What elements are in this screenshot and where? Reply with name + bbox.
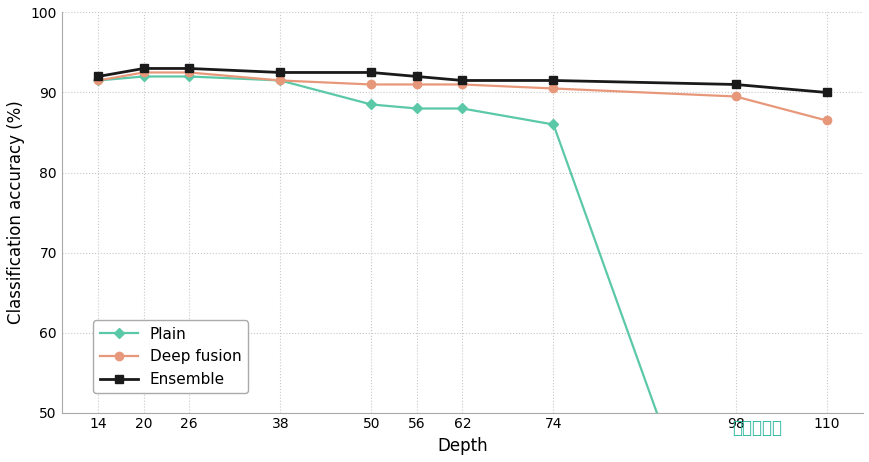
Deep fusion [411,82,421,87]
Y-axis label: Classification accuracy (%): Classification accuracy (%) [7,101,25,324]
Plain [366,102,376,107]
Ensemble [366,70,376,75]
Deep fusion [729,94,740,99]
Deep fusion [275,78,285,83]
Deep fusion [138,70,149,75]
Plain [275,78,285,83]
X-axis label: Depth: Depth [436,437,488,455]
Ensemble [547,78,558,83]
Ensemble [275,70,285,75]
Line: Deep fusion: Deep fusion [94,68,830,125]
Deep fusion [183,70,194,75]
Plain [456,106,467,111]
Ensemble [729,82,740,87]
Ensemble [411,74,421,79]
Deep fusion [547,86,558,91]
Plain [138,74,149,79]
Ensemble [138,66,149,71]
Plain [93,78,103,83]
Deep fusion [366,82,376,87]
Line: Ensemble: Ensemble [94,64,830,97]
Line: Plain: Plain [95,73,662,424]
Text: 姐己导航网: 姐己导航网 [731,419,781,437]
Deep fusion [93,78,103,83]
Ensemble [456,78,467,83]
Ensemble [183,66,194,71]
Ensemble [93,74,103,79]
Ensemble [820,90,831,95]
Plain [411,106,421,111]
Legend: Plain, Deep fusion, Ensemble: Plain, Deep fusion, Ensemble [93,321,248,393]
Plain [183,74,194,79]
Plain [547,122,558,127]
Deep fusion [456,82,467,87]
Plain [653,418,664,423]
Deep fusion [820,118,831,123]
